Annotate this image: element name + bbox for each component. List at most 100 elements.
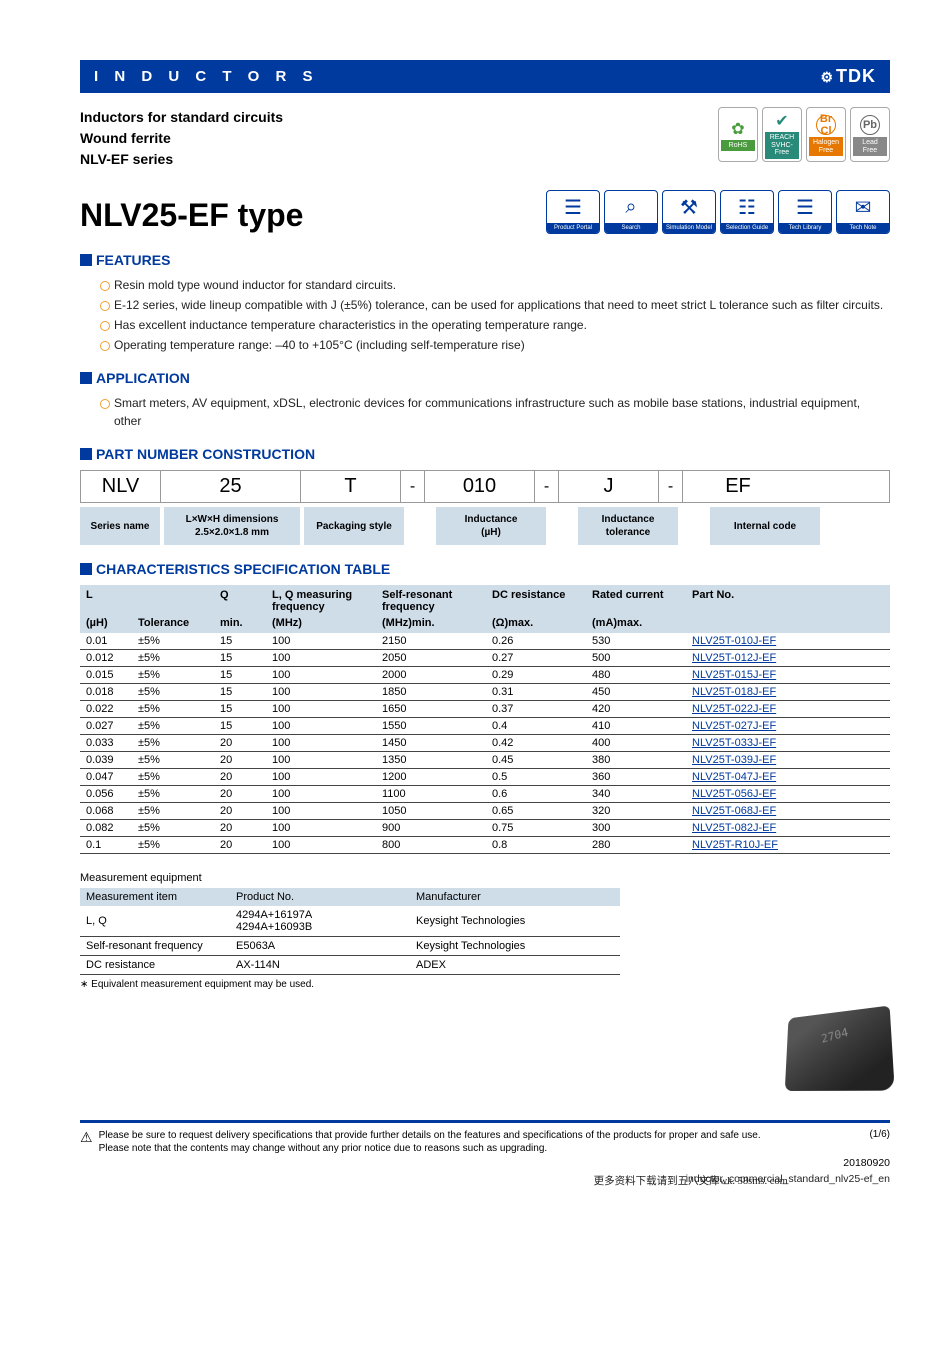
spec-th: DC resistance xyxy=(486,585,586,617)
spec-cell: 450 xyxy=(586,684,686,701)
spec-cell: 900 xyxy=(376,820,486,837)
spec-cell: 360 xyxy=(586,769,686,786)
spec-cell: NLV25T-056J-EF xyxy=(686,786,890,803)
partno-link[interactable]: NLV25T-082J-EF xyxy=(692,822,776,834)
table-row: 0.056±5%2010011000.6340NLV25T-056J-EF xyxy=(80,786,890,803)
partno-link[interactable]: NLV25T-018J-EF xyxy=(692,686,776,698)
spec-cell: ±5% xyxy=(132,803,214,820)
spec-cell: 0.45 xyxy=(486,752,586,769)
spec-cell: ±5% xyxy=(132,650,214,667)
partno-link[interactable]: NLV25T-027J-EF xyxy=(692,720,776,732)
spec-th: L, Q measuring frequency xyxy=(266,585,376,617)
spec-cell: 410 xyxy=(586,718,686,735)
spec-cell: 0.37 xyxy=(486,701,586,718)
spec-cell: 280 xyxy=(586,837,686,854)
partno-link[interactable]: NLV25T-039J-EF xyxy=(692,754,776,766)
nav-badge[interactable]: ✉Tech Note xyxy=(836,190,890,234)
pn-code-series: NLV xyxy=(81,471,161,502)
spec-cell: 420 xyxy=(586,701,686,718)
spec-th-sub: Tolerance xyxy=(132,617,214,633)
table-row: 0.012±5%1510020500.27500NLV25T-012J-EF xyxy=(80,650,890,667)
nav-badge[interactable]: ☰Tech Library xyxy=(778,190,832,234)
spec-cell: ±5% xyxy=(132,667,214,684)
spec-cell: 0.5 xyxy=(486,769,586,786)
cert-badge[interactable]: ✔REACHSVHC-Free xyxy=(762,107,802,162)
spec-cell: ±5% xyxy=(132,701,214,718)
partno-link[interactable]: NLV25T-012J-EF xyxy=(692,652,776,664)
feature-item: Operating temperature range: –40 to +105… xyxy=(100,336,890,354)
spec-cell: 15 xyxy=(214,684,266,701)
spec-cell: ±5% xyxy=(132,752,214,769)
pn-label-pkg: Packaging style xyxy=(304,507,404,545)
spec-cell: 20 xyxy=(214,752,266,769)
partno-link[interactable]: NLV25T-010J-EF xyxy=(692,635,776,647)
partnum-diagram: NLV 25 T - 010 - J - EF Series name L×W×… xyxy=(80,470,890,545)
partno-link[interactable]: NLV25T-047J-EF xyxy=(692,771,776,783)
cert-badge-label: LeadFree xyxy=(853,137,887,156)
spec-cell: 15 xyxy=(214,701,266,718)
cert-badge-icon: ✔ xyxy=(775,110,788,132)
partno-link[interactable]: NLV25T-056J-EF xyxy=(692,788,776,800)
pn-label-internal: Internal code xyxy=(710,507,820,545)
cert-badge[interactable]: ✿RoHS xyxy=(718,107,758,162)
spec-cell: 0.31 xyxy=(486,684,586,701)
spec-cell: 100 xyxy=(266,735,376,752)
table-row: L, Q4294A+16197A4294A+16093BKeysight Tec… xyxy=(80,906,620,937)
nav-badge-icon: ⚒ xyxy=(680,191,698,223)
table-row: 0.022±5%1510016500.37420NLV25T-022J-EF xyxy=(80,701,890,718)
cert-badge-label: REACHSVHC-Free xyxy=(765,132,799,159)
subtitle-line3: NLV-EF series xyxy=(80,149,283,170)
nav-badge-icon: ☰ xyxy=(564,191,582,223)
spec-cell: NLV25T-068J-EF xyxy=(686,803,890,820)
partno-link[interactable]: NLV25T-022J-EF xyxy=(692,703,776,715)
meas-cell: ADEX xyxy=(410,956,620,975)
pn-label-series: Series name xyxy=(80,507,160,545)
nav-badge-icon: ☷ xyxy=(738,191,756,223)
spec-cell: 0.27 xyxy=(486,650,586,667)
pn-code-tol: J xyxy=(559,471,659,502)
cert-badge-icon: Pb xyxy=(860,115,880,135)
spec-th-sub xyxy=(686,617,890,633)
header-bar: I N D U C T O R S TDK xyxy=(80,60,890,93)
spec-cell: 0.039 xyxy=(80,752,132,769)
spec-cell: NLV25T-018J-EF xyxy=(686,684,890,701)
partno-link[interactable]: NLV25T-033J-EF xyxy=(692,737,776,749)
spec-cell: 20 xyxy=(214,820,266,837)
pn-label-tol: Inductancetolerance xyxy=(578,507,678,545)
meas-cell: Keysight Technologies xyxy=(410,937,620,956)
nav-badge[interactable]: ☰Product Portal xyxy=(546,190,600,234)
footer-warn2: Please note that the contents may change… xyxy=(99,1143,548,1154)
nav-badge-label: Tech Library xyxy=(779,223,831,233)
nav-badge[interactable]: ☷Selection Guide xyxy=(720,190,774,234)
spec-cell: NLV25T-015J-EF xyxy=(686,667,890,684)
partno-link[interactable]: NLV25T-068J-EF xyxy=(692,805,776,817)
watermark: 更多资料下载请到五八文库wk. 58sms. com xyxy=(594,1173,788,1188)
spec-cell: 0.65 xyxy=(486,803,586,820)
nav-badge[interactable]: ⌕Search xyxy=(604,190,658,234)
subtitle-line1: Inductors for standard circuits xyxy=(80,107,283,128)
spec-cell: 100 xyxy=(266,684,376,701)
partno-link[interactable]: NLV25T-R10J-EF xyxy=(692,839,778,851)
spec-cell: 500 xyxy=(586,650,686,667)
cert-badge[interactable]: Br ClHalogenFree xyxy=(806,107,846,162)
nav-badge[interactable]: ⚒Simulation Model xyxy=(662,190,716,234)
meas-footnote: ∗ Equivalent measurement equipment may b… xyxy=(80,979,890,990)
partno-link[interactable]: NLV25T-015J-EF xyxy=(692,669,776,681)
spec-cell: 0.012 xyxy=(80,650,132,667)
meas-th: Product No. xyxy=(230,888,410,906)
table-row: 0.039±5%2010013500.45380NLV25T-039J-EF xyxy=(80,752,890,769)
spec-th-sub: (mA)max. xyxy=(586,617,686,633)
cert-badge[interactable]: Pb LeadFree xyxy=(850,107,890,162)
pn-label-dim: L×W×H dimensions2.5×2.0×1.8 mm xyxy=(164,507,300,545)
spec-cell: 100 xyxy=(266,667,376,684)
spec-th-sub: (Ω)max. xyxy=(486,617,586,633)
nav-badges: ☰Product Portal⌕Search⚒Simulation Model☷… xyxy=(546,190,890,234)
spec-cell: NLV25T-039J-EF xyxy=(686,752,890,769)
spec-cell: 0.01 xyxy=(80,633,132,650)
spec-cell: 0.047 xyxy=(80,769,132,786)
spec-cell: 100 xyxy=(266,718,376,735)
table-row: 0.082±5%201009000.75300NLV25T-082J-EF xyxy=(80,820,890,837)
spec-cell: 0.4 xyxy=(486,718,586,735)
spec-cell: 100 xyxy=(266,837,376,854)
meas-cell: AX-114N xyxy=(230,956,410,975)
